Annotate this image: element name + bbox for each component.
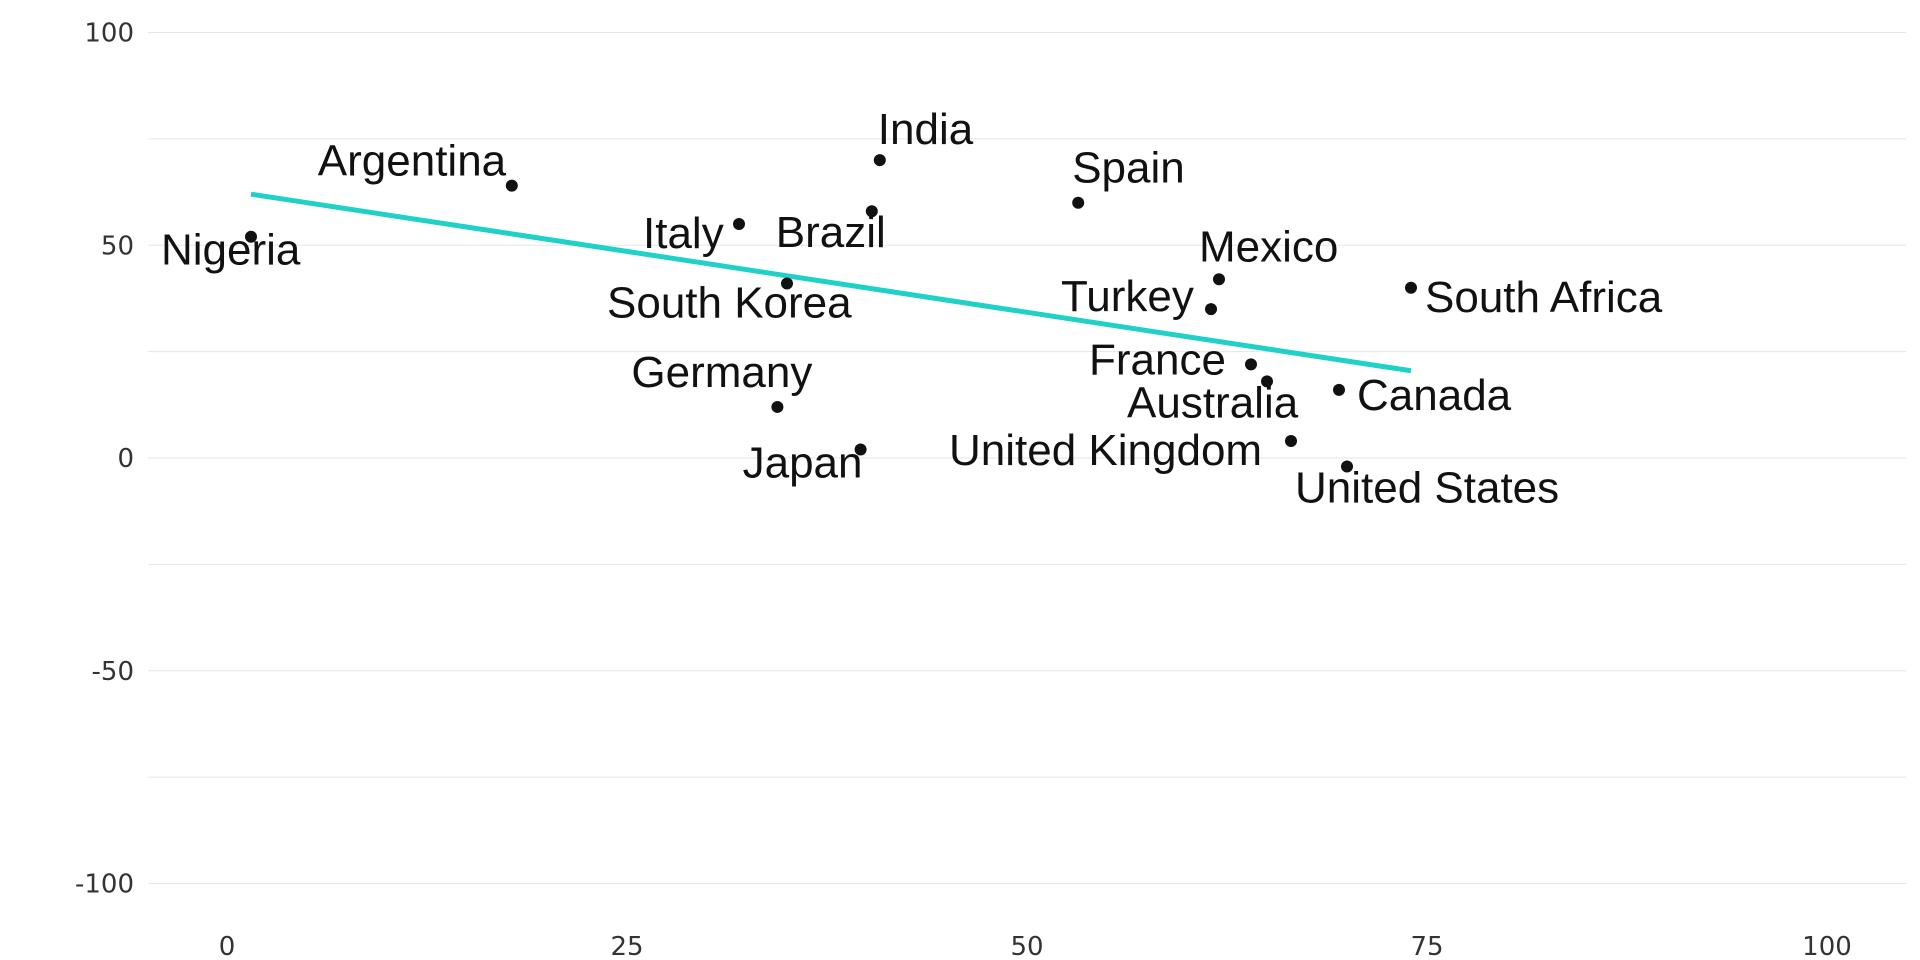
- point-label: Nigeria: [161, 226, 301, 275]
- data-point: [1341, 460, 1353, 473]
- point-label: South Korea: [607, 279, 852, 328]
- point-label: India: [878, 105, 974, 154]
- data-point: [505, 179, 518, 192]
- point-label: Italy: [643, 209, 724, 258]
- point-label: United Kingdom: [949, 426, 1262, 475]
- data-point: [1261, 375, 1273, 388]
- y-tick-label: -100: [75, 870, 134, 900]
- y-tick-label: 100: [84, 19, 134, 49]
- x-tick-label: 50: [1010, 932, 1043, 960]
- point-label: South Africa: [1425, 273, 1663, 322]
- data-point: [245, 230, 257, 243]
- gridlines: [148, 32, 1906, 884]
- data-point: [1213, 273, 1225, 286]
- point-label: Australia: [1127, 378, 1299, 427]
- data-point: [1205, 303, 1217, 316]
- trendline-layer: [250, 191, 1412, 374]
- data-point: [854, 443, 867, 456]
- y-axis-ticks: 100 50 0 -50 -100: [75, 19, 134, 900]
- point-label: Turkey: [1061, 272, 1194, 321]
- y-tick-label: -50: [92, 657, 134, 687]
- point-label: United States: [1295, 464, 1559, 513]
- point-label: Mexico: [1199, 222, 1338, 271]
- x-axis-ticks: 0 25 50 75 100: [219, 932, 1852, 960]
- point-label: Spain: [1072, 144, 1185, 193]
- y-tick-label: 0: [117, 444, 134, 474]
- data-point: [865, 205, 878, 218]
- point-label: Japan: [743, 438, 863, 487]
- x-tick-label: 75: [1410, 932, 1443, 960]
- data-point: [1333, 383, 1345, 396]
- data-point: [771, 400, 784, 413]
- data-point: [1072, 196, 1085, 209]
- data-point: [1405, 281, 1417, 294]
- trendline: [250, 191, 1412, 374]
- x-tick-label: 25: [610, 932, 643, 960]
- data-point: [1285, 434, 1297, 447]
- point-label: Canada: [1357, 371, 1512, 420]
- points-layer: [245, 154, 1417, 473]
- point-labels-layer: Nigeria Argentina Italy South Korea Germany J…: [161, 105, 1663, 512]
- point-label: Germany: [631, 348, 812, 397]
- data-point: [733, 217, 745, 230]
- x-tick-label: 0: [219, 932, 236, 960]
- point-label: France: [1089, 335, 1226, 384]
- x-tick-label: 100: [1802, 932, 1852, 960]
- point-label: Brazil: [776, 208, 886, 257]
- data-point: [781, 277, 793, 290]
- point-label: Argentina: [318, 137, 507, 186]
- data-point: [873, 154, 886, 167]
- data-point: [1245, 358, 1257, 371]
- y-tick-label: 50: [101, 231, 134, 261]
